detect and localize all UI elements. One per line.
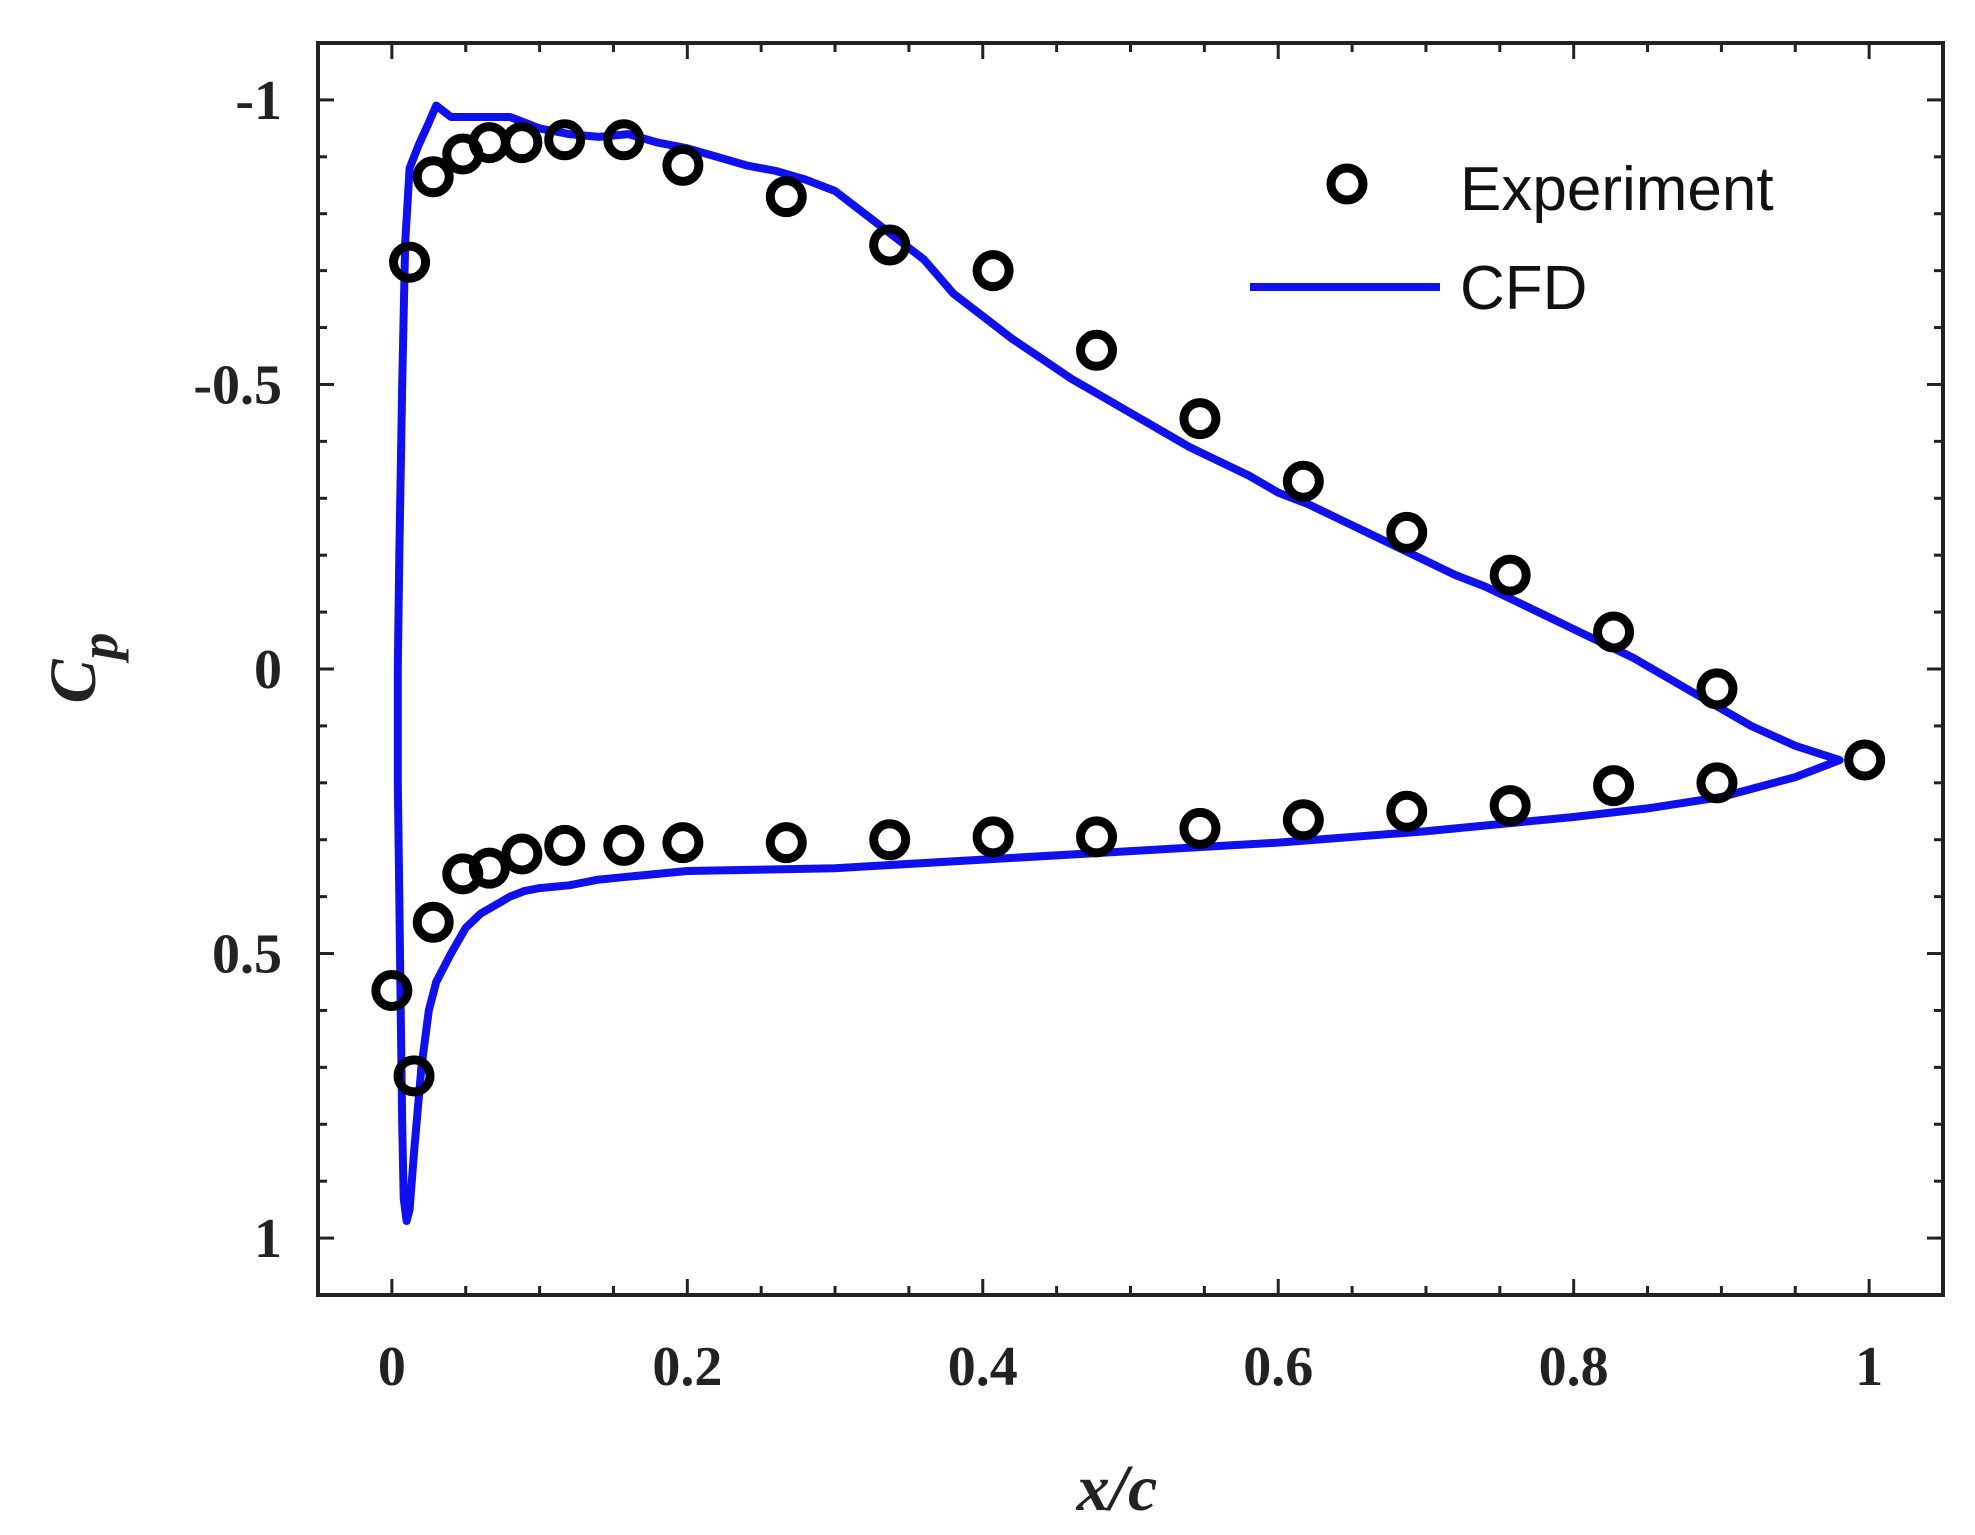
experiment-point [412,901,454,943]
y-tick-label: 0.5 [212,924,282,986]
experiment-point [765,822,807,864]
experiment-point [1282,460,1324,502]
experiment-point [603,824,645,866]
experiment-point [869,224,911,266]
experiment-point [501,122,543,164]
experiment-point [972,250,1014,292]
experiment-point [544,824,586,866]
y-tick-label: 0 [254,639,282,701]
legend-cfd-label: CFD [1460,254,1587,323]
cfd-series [393,101,1844,1225]
experiment-point [544,119,586,161]
cfd-line [393,101,1844,1225]
x-tick-label: 0 [378,1336,406,1398]
experiment-point [1696,762,1738,804]
experiment-point [1489,554,1531,596]
plot-frame [316,41,1945,1297]
x-tick-label: 0.4 [948,1336,1018,1398]
experiment-point [1076,329,1118,371]
legend: Experiment CFD [1250,155,1774,323]
experiment-point [468,847,510,889]
x-tick-label: 0.6 [1243,1336,1313,1398]
y-axis-label: Cp [37,632,129,703]
experiment-point [412,156,454,198]
y-tick-label: 1 [254,1208,282,1270]
legend-experiment-marker [1326,163,1368,205]
y-axis-label-main: C [37,659,110,704]
experiment-point [1076,816,1118,858]
tick-marks [318,43,1943,1295]
experiment-point [501,833,543,875]
experiment-point [1593,611,1635,653]
x-tick-label: 1 [1855,1336,1883,1398]
experiment-point [389,241,431,283]
experiment-point [1179,398,1221,440]
experiment-point [972,816,1014,858]
experiment-point [1179,807,1221,849]
experiment-point [662,144,704,186]
legend-experiment-label: Experiment [1460,155,1774,224]
y-axis-label-sub: p [69,632,129,663]
experiment-point [1386,790,1428,832]
experiment-point [1844,739,1886,781]
y-tick-labels: -1 -0.5 0 0.5 1 [193,70,282,1270]
y-tick-label: -0.5 [193,354,282,416]
experiment-point [1696,668,1738,710]
experiment-series [371,119,1886,1097]
x-axis-label: x/c [1076,1452,1158,1525]
experiment-point [869,819,911,861]
x-tick-labels: 0 0.2 0.4 0.6 0.8 1 [378,1336,1883,1398]
experiment-point [1386,511,1428,553]
experiment-point [1489,785,1531,827]
experiment-point [371,970,413,1012]
x-tick-label: 0.2 [652,1336,722,1398]
experiment-point [603,119,645,161]
experiment-point [662,822,704,864]
svg-text:Cp: Cp [37,632,129,703]
y-tick-label: -1 [235,70,282,132]
experiment-point [765,176,807,218]
experiment-point [1282,799,1324,841]
experiment-point [393,1055,435,1097]
x-tick-label: 0.8 [1539,1336,1609,1398]
experiment-point [1593,765,1635,807]
